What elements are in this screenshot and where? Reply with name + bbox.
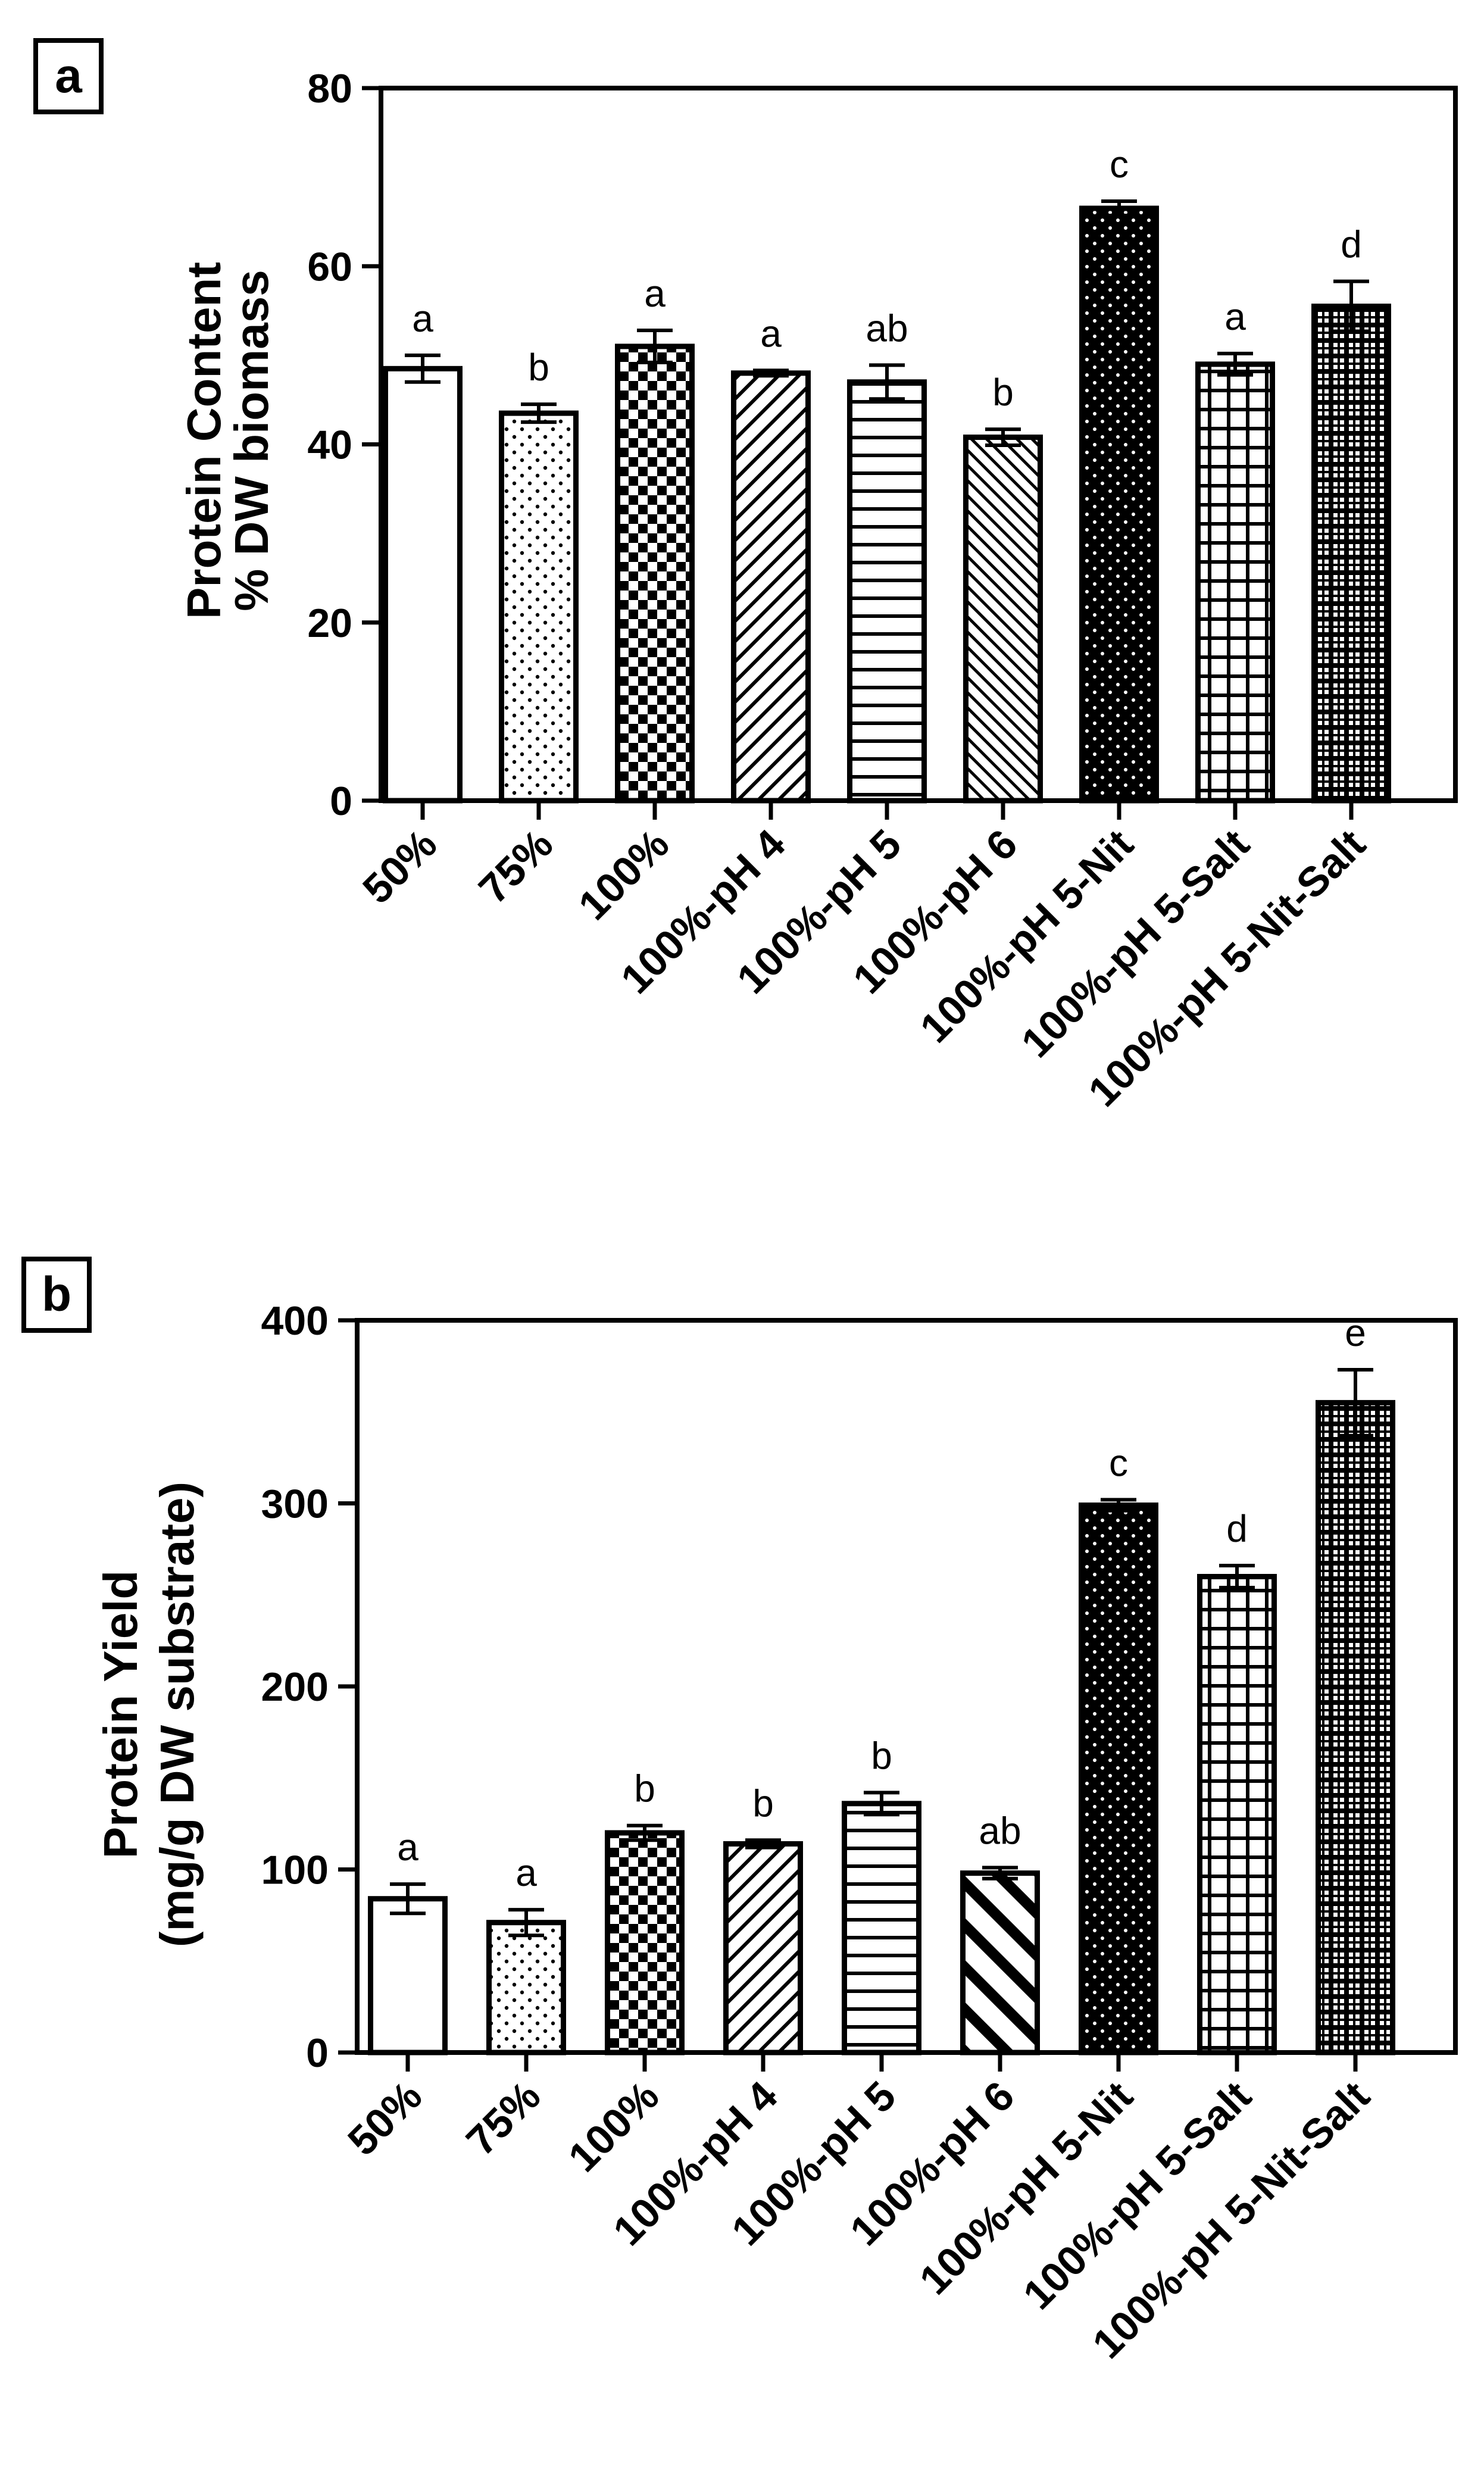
y-tick-label: 80 <box>307 66 352 111</box>
y-tick-label: 60 <box>307 244 352 289</box>
bar <box>1195 361 1275 804</box>
significance-label: b <box>752 1782 774 1825</box>
bar <box>486 1920 566 2055</box>
bar <box>960 1870 1040 2055</box>
category-label: 75% <box>457 2072 549 2164</box>
significance-label: a <box>644 272 666 315</box>
bar <box>731 370 811 804</box>
bar <box>1311 304 1391 804</box>
significance-label: a <box>412 297 433 340</box>
bar <box>605 1830 685 2055</box>
significance-label: e <box>1345 1311 1366 1354</box>
significance-label: b <box>871 1734 892 1777</box>
y-axis-title-line-2: % DW biomass <box>225 270 278 611</box>
y-axis-title-line-2: (mg/g DW substrate) <box>151 1482 204 1947</box>
y-axis-title-line-1: Protein Yield <box>94 1570 147 1859</box>
significance-label: a <box>516 1851 537 1894</box>
y-tick-label: 40 <box>307 423 352 468</box>
significance-label: a <box>1224 295 1246 338</box>
y-tick-label: 100 <box>261 1848 329 1893</box>
significance-label: d <box>1226 1507 1248 1550</box>
significance-label: d <box>1341 223 1362 266</box>
bar <box>847 379 927 804</box>
y-tick-label: 300 <box>261 1482 329 1527</box>
y-tick-label: 0 <box>306 2030 329 2076</box>
panel-label-box <box>21 1257 92 1333</box>
significance-label: b <box>528 346 549 389</box>
bar <box>963 435 1043 804</box>
y-tick-label: 200 <box>261 1664 329 1710</box>
category-label: 100% <box>570 820 678 929</box>
significance-label: c <box>1109 1441 1128 1484</box>
y-tick-label: 20 <box>307 601 352 646</box>
category-label: 100% <box>560 2072 668 2181</box>
bar <box>383 366 463 804</box>
category-label: 75% <box>470 820 561 912</box>
significance-label: c <box>1110 143 1129 186</box>
significance-label: ab <box>866 307 908 349</box>
category-label: 100%-pH 5-Nit <box>911 820 1142 1051</box>
significance-label: a <box>760 312 782 355</box>
panel-label: a <box>55 49 83 103</box>
significance-label: b <box>634 1767 655 1810</box>
significance-label: b <box>992 371 1014 414</box>
bar <box>1197 1574 1277 2055</box>
bar <box>1079 205 1159 804</box>
bar <box>842 1801 921 2055</box>
y-axis-title-line-1: Protein Content <box>177 262 230 619</box>
bar <box>1316 1399 1395 2055</box>
bar <box>368 1896 448 2055</box>
y-tick-label: 400 <box>261 1298 329 1344</box>
bar <box>499 410 579 804</box>
bar <box>615 343 695 804</box>
category-label: 50% <box>354 820 445 912</box>
category-label: 100%-pH 5-Nit <box>911 2072 1142 2303</box>
bar <box>723 1841 803 2055</box>
panel-b: b Protein Yield (mg/g DW substrate) aab b… <box>21 1257 1458 2367</box>
significance-label: a <box>397 1826 418 1869</box>
category-label: 50% <box>339 2072 430 2164</box>
bar <box>1079 1502 1158 2055</box>
panel-label-box <box>33 38 104 114</box>
y-tick-label: 0 <box>330 779 352 824</box>
panel-label: b <box>42 1267 71 1322</box>
significance-label: ab <box>979 1809 1021 1852</box>
